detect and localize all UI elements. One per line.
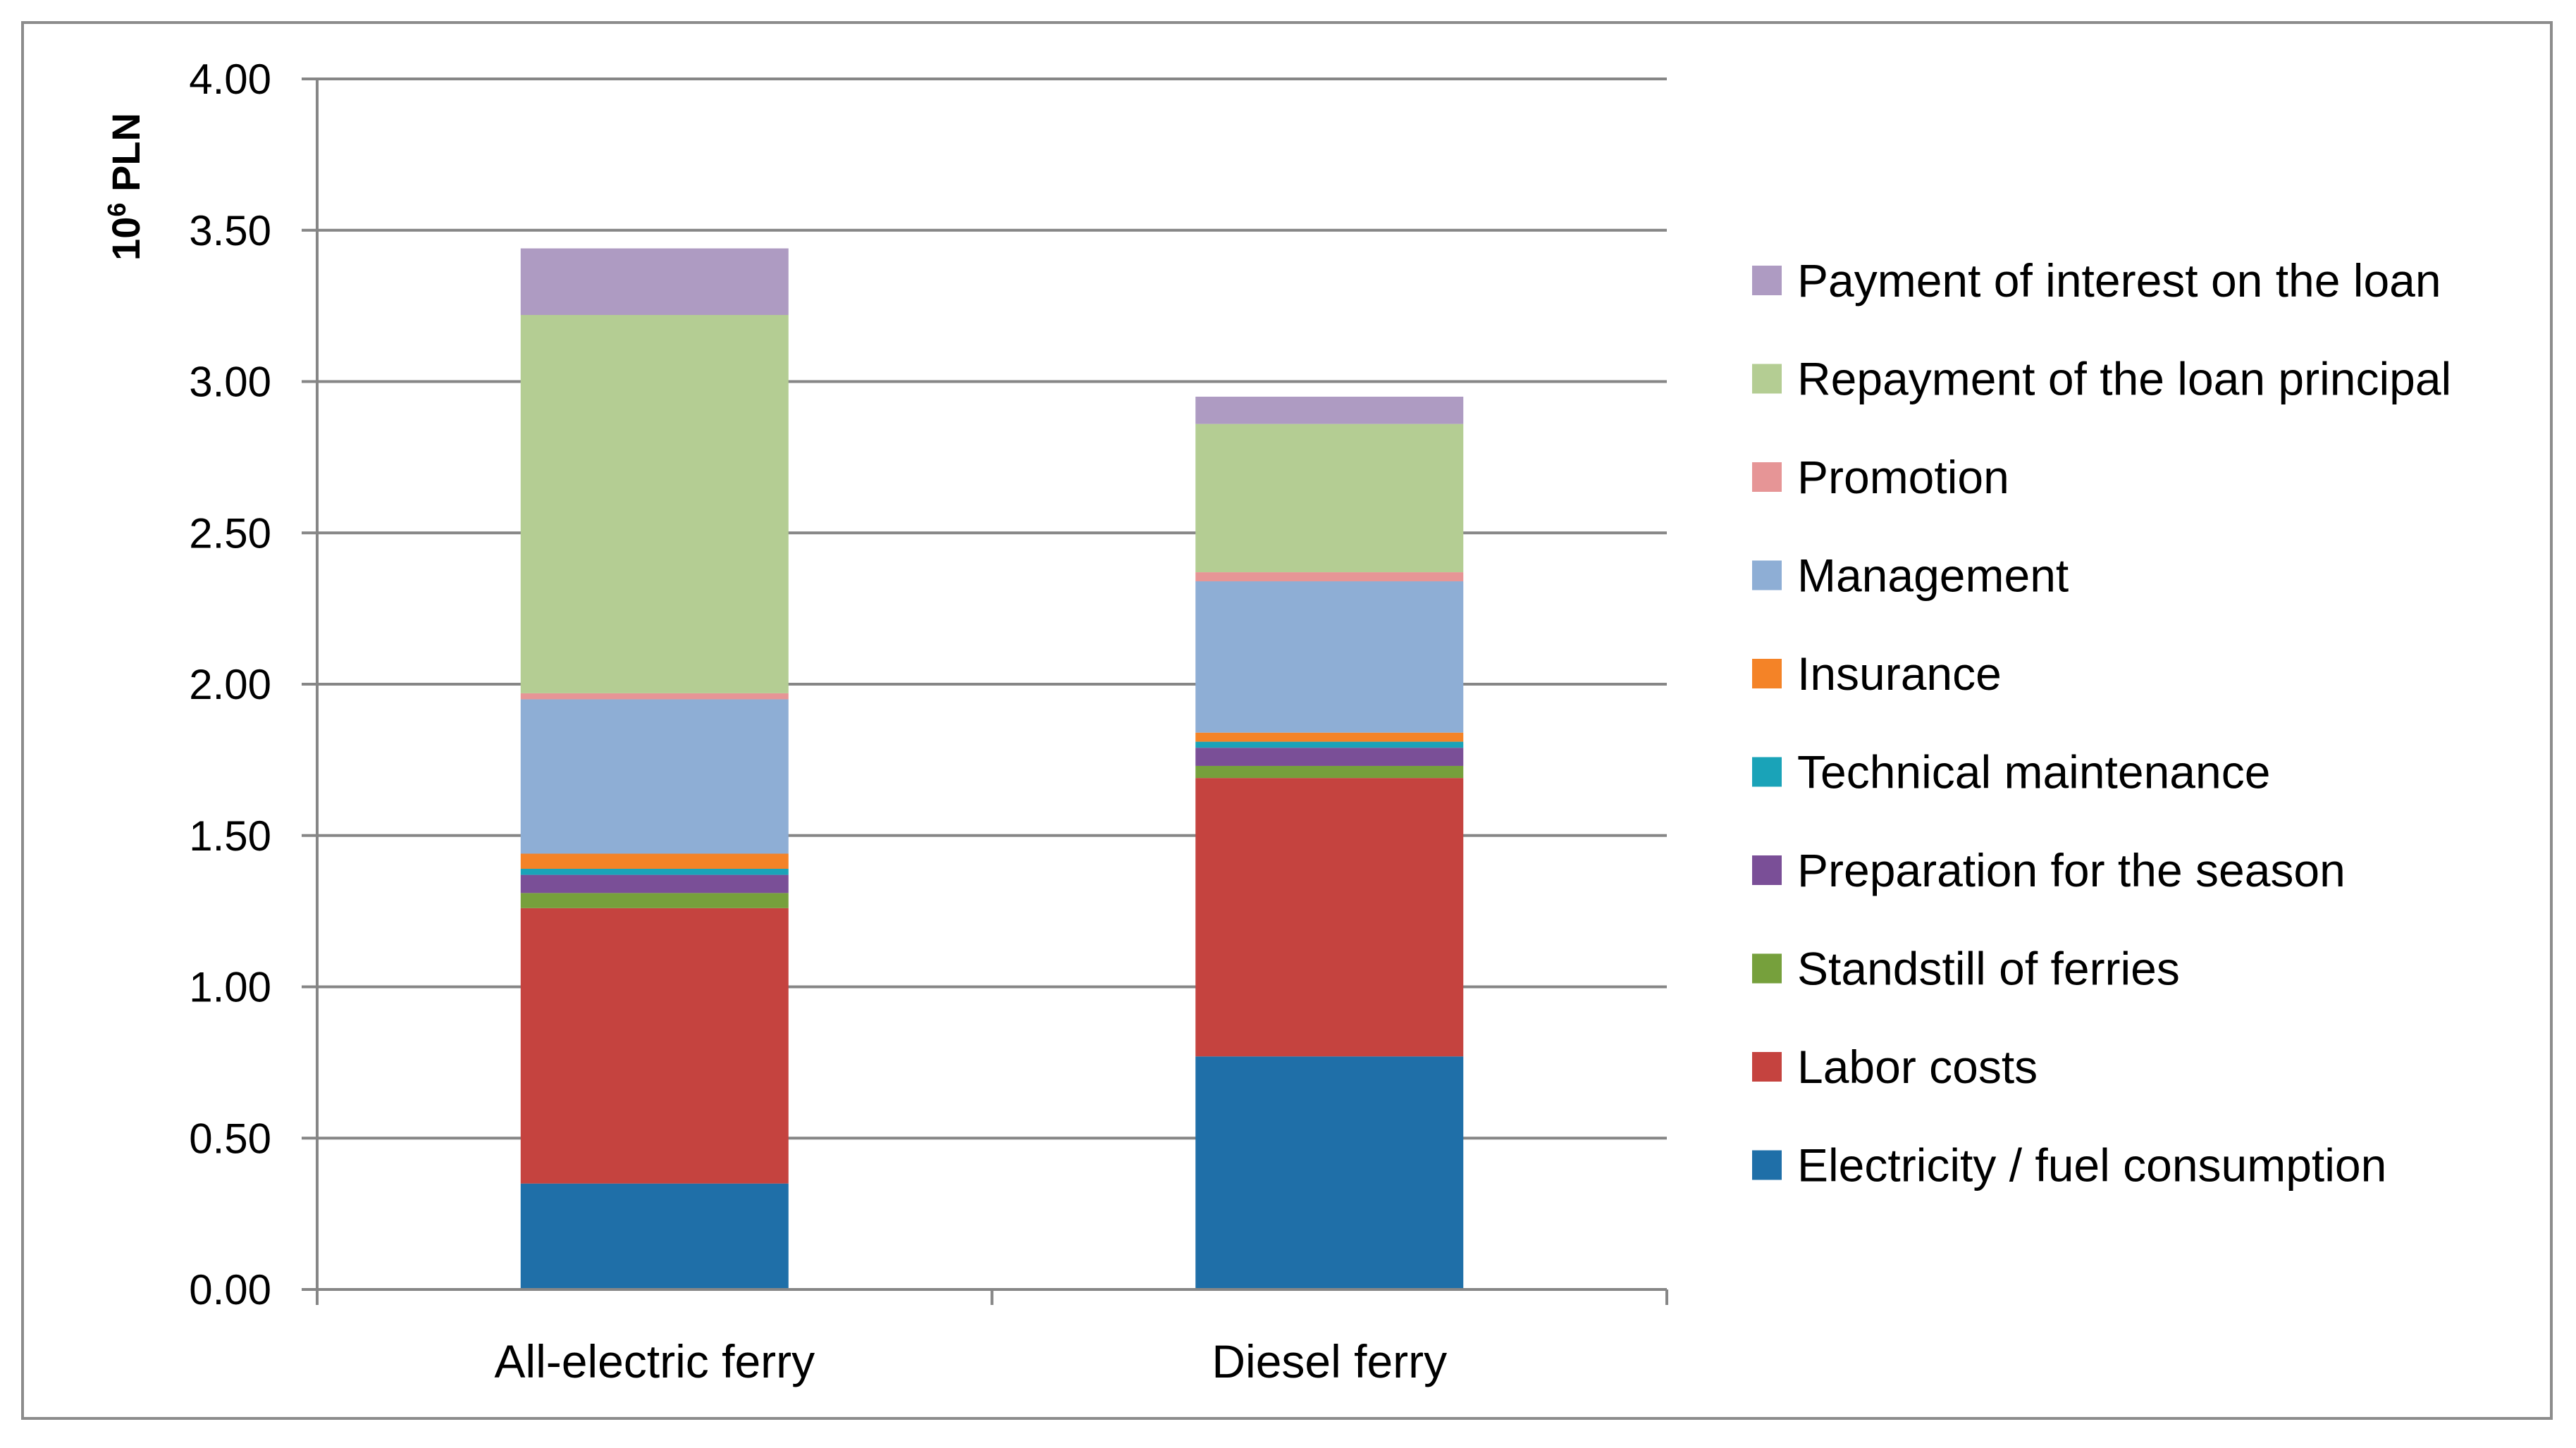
bar-segment xyxy=(1195,423,1464,573)
bar-segment xyxy=(1195,396,1464,424)
bar-segment xyxy=(520,874,789,893)
bar-segment xyxy=(520,908,789,1184)
legend-label: Electricity / fuel consumption xyxy=(1797,1139,2386,1192)
legend-swatch xyxy=(1752,560,1782,590)
legend-swatch xyxy=(1752,462,1782,492)
y-axis-title: 106 PLN xyxy=(102,113,149,261)
bar-segment xyxy=(1195,732,1464,742)
bar-segment xyxy=(1195,572,1464,581)
x-category-label: All-electric ferry xyxy=(494,1335,815,1387)
y-tick-label: 2.00 xyxy=(189,661,271,708)
y-tick-label: 4.00 xyxy=(189,56,271,103)
y-tick-label: 1.00 xyxy=(189,964,271,1011)
x-category-labels: All-electric ferry Diesel ferry xyxy=(494,1335,1447,1387)
bar-segment xyxy=(1195,765,1464,779)
y-tick-labels: 0.00 0.50 1.00 1.50 2.00 2.50 3.00 3.50 4.00 xyxy=(189,56,271,1313)
bar-segment xyxy=(1195,741,1464,748)
axes xyxy=(316,79,1667,1291)
legend-swatch xyxy=(1752,659,1782,688)
legend-label: Technical maintenance xyxy=(1797,746,2270,798)
legend-swatch xyxy=(1752,1150,1782,1180)
bar-segment xyxy=(1195,1056,1464,1289)
bar-segment xyxy=(520,893,789,908)
bar-segment xyxy=(520,853,789,869)
bar-segment xyxy=(520,248,789,316)
legend-swatch xyxy=(1752,364,1782,394)
y-tick-label: 3.50 xyxy=(189,207,271,254)
bar-segment xyxy=(1195,748,1464,766)
bar-segment xyxy=(1195,581,1464,733)
y-axis-title-unit: PLN xyxy=(104,113,148,192)
legend-label: Repayment of the loan principal xyxy=(1797,353,2451,405)
legend-swatch xyxy=(1752,855,1782,885)
legend-label: Standstill of ferries xyxy=(1797,943,2180,995)
y-axis-title-exponent: 6 xyxy=(102,203,131,217)
bars xyxy=(520,248,1464,1289)
bar-segment xyxy=(520,315,789,693)
legend-swatch xyxy=(1752,266,1782,295)
bar-segment xyxy=(520,1183,789,1289)
y-tick-label: 2.50 xyxy=(189,509,271,557)
y-tick-label: 0.00 xyxy=(189,1266,271,1313)
legend-label: Management xyxy=(1797,550,2069,602)
legend: Payment of interest on the loan Repayment… xyxy=(1752,254,2451,1192)
legend-label: Labor costs xyxy=(1797,1041,2038,1093)
bar-segment xyxy=(520,868,789,875)
legend-swatch xyxy=(1752,1052,1782,1082)
bar-segment xyxy=(1195,778,1464,1057)
legend-swatch xyxy=(1752,757,1782,787)
y-tick-label: 0.50 xyxy=(189,1115,271,1162)
y-axis-title-base: 10 xyxy=(104,217,148,261)
legend-label: Payment of interest on the loan xyxy=(1797,254,2441,307)
bar-segment xyxy=(520,693,789,700)
legend-swatch xyxy=(1752,953,1782,984)
y-axis-title-space xyxy=(104,192,148,203)
y-tick-label: 1.50 xyxy=(189,812,271,860)
y-tick-label: 3.00 xyxy=(189,359,271,406)
legend-label: Preparation for the season xyxy=(1797,844,2346,896)
x-category-label: Diesel ferry xyxy=(1212,1335,1447,1387)
legend-label: Insurance xyxy=(1797,648,2002,700)
bar-segment xyxy=(520,699,789,854)
legend-label: Promotion xyxy=(1797,451,2009,503)
